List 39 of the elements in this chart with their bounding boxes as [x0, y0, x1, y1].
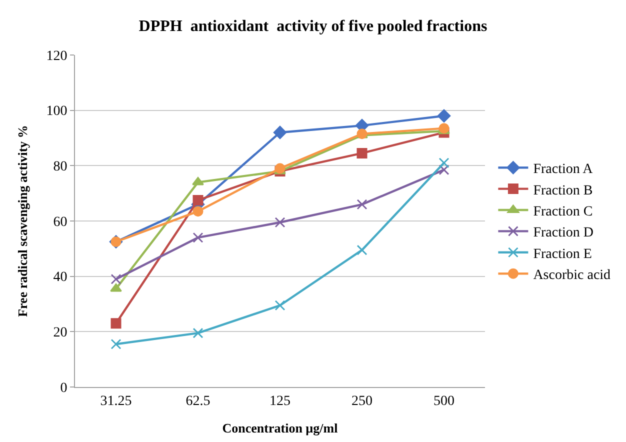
point [356, 148, 368, 158]
legend-label: Fraction D [533, 226, 594, 241]
point [110, 284, 122, 292]
point [437, 109, 451, 122]
x-axis-title: Concentration µg/ml [222, 420, 338, 436]
y-tick-label: 0 [60, 380, 68, 396]
point [356, 199, 368, 210]
point [192, 195, 204, 206]
legend-label: Fraction C [533, 204, 593, 220]
point [438, 164, 450, 176]
y-tick-label: 120 [46, 48, 68, 64]
point [274, 300, 286, 311]
legend-label: Fraction B [533, 183, 593, 198]
y-tick-label: 40 [53, 270, 68, 286]
x-tick-label: 31.25 [100, 394, 132, 409]
legend-label: Ascorbic acid [533, 268, 611, 284]
x-tick-label: 125 [270, 394, 290, 409]
point [273, 126, 287, 140]
y-tick-label: 60 [53, 214, 68, 230]
y-axis-title: Free radical scavenging activity % [15, 125, 30, 317]
x-tick-label: 250 [352, 394, 372, 409]
point [192, 177, 204, 186]
point [274, 217, 286, 228]
point [110, 274, 122, 284]
y-tick-label: 20 [53, 326, 68, 341]
point [192, 328, 204, 338]
x-tick-label: 62.5 [186, 394, 210, 409]
y-tick-label: 100 [46, 104, 68, 120]
legend-label: Fraction A [533, 162, 594, 178]
legend-label: Fraction E [533, 246, 592, 262]
point [192, 232, 204, 243]
point [356, 244, 368, 256]
point [110, 318, 122, 329]
point [438, 158, 450, 168]
y-tick-label: 80 [53, 160, 68, 175]
point [192, 206, 204, 217]
chart-title: DPPH antioxidant activity of five pooled fractions [138, 18, 488, 36]
point [110, 338, 122, 350]
x-tick-label: 500 [434, 394, 454, 409]
